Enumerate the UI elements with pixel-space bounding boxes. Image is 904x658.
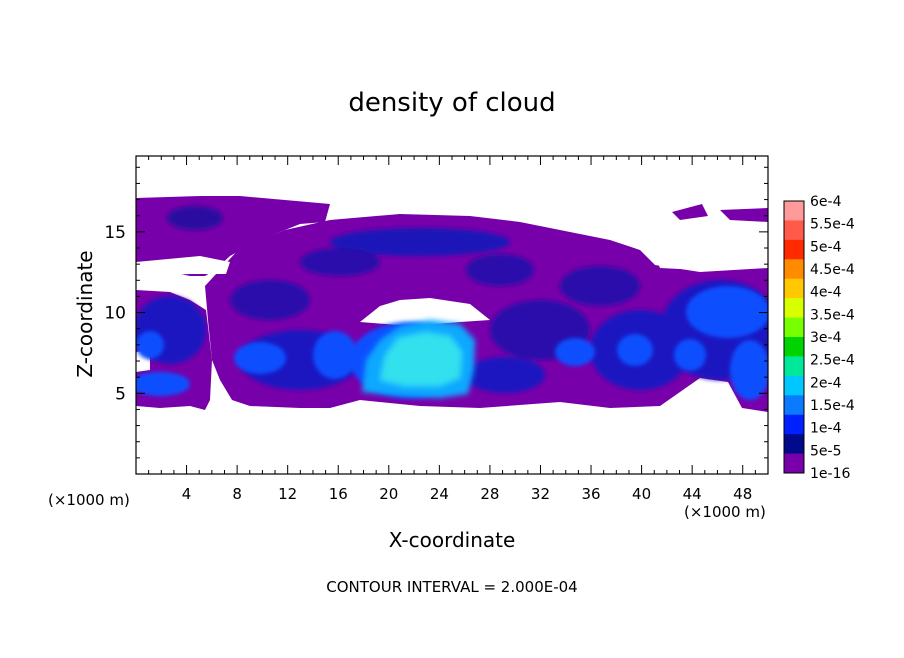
x-tick-label: 8: [232, 485, 242, 503]
x-unit-left: (×1000 m): [48, 491, 130, 509]
x-tick-label: 28: [480, 485, 499, 503]
clear-gap: [360, 298, 490, 326]
contour-5e-5: [466, 254, 534, 286]
colorbar-label: 3.5e-4: [810, 307, 855, 323]
chart-title: density of cloud: [348, 88, 555, 118]
colorbar-label: 3e-4: [810, 330, 842, 346]
density-field: [136, 196, 768, 412]
colorbar-swatch: [784, 239, 804, 260]
contour-1e-4: [234, 342, 286, 374]
contour-1e-4: [617, 334, 653, 366]
x-axis-label: X-coordinate: [389, 528, 516, 552]
colorbar-swatch: [784, 414, 804, 435]
colorbar-swatch: [784, 337, 804, 357]
contour-1e-4: [555, 338, 595, 366]
contour-1e-4: [686, 286, 768, 338]
x-axis-ticks: 4 8 12 16 20 24 28 32 36 40 44 48: [148, 156, 756, 503]
colorbar-label: 5e-5: [810, 443, 841, 459]
colorbar-swatch: [784, 201, 804, 221]
colorbar-swatch: [784, 259, 804, 280]
colorbar-label: 1e-4: [810, 421, 842, 437]
x-tick-label: 20: [379, 485, 398, 503]
clear-gap: [655, 244, 768, 270]
contour-5e-5: [330, 228, 510, 256]
y-axis-ticks: 5 10 15: [104, 166, 768, 459]
colorbar-swatch: [784, 278, 804, 299]
colorbar-label: 6e-4: [810, 194, 842, 210]
colorbar-swatch: [784, 453, 804, 474]
colorbar-swatch: [784, 434, 804, 455]
x-unit-right: (×1000 m): [684, 503, 766, 521]
colorbar-label: 2e-4: [810, 375, 842, 391]
contour-2e-4: [380, 332, 462, 386]
contour-5e-5: [560, 266, 640, 306]
clear-gap: [136, 256, 230, 276]
contour-interval-note: CONTOUR INTERVAL = 2.000E-04: [326, 578, 577, 596]
y-tick-label: 10: [104, 304, 126, 324]
y-tick-label: 15: [104, 223, 126, 243]
colorbar-swatch: [784, 220, 804, 241]
contour-envelope: [672, 204, 708, 220]
contour-5e-5: [300, 248, 380, 276]
colorbar-label: 5e-4: [810, 239, 842, 255]
x-tick-label: 16: [329, 485, 348, 503]
colorbar-swatch: [784, 298, 804, 319]
contour-envelope: [720, 208, 768, 222]
colorbar-label: 4e-4: [810, 285, 842, 301]
x-tick-label: 44: [683, 485, 702, 503]
colorbar-label: 1e-16: [810, 466, 850, 482]
y-axis-label: Z-coordinate: [73, 250, 97, 377]
colorbar-swatch: [784, 356, 804, 377]
y-tick-label: 5: [115, 384, 126, 404]
colorbar-swatch: [784, 395, 804, 416]
colorbar-swatch: [784, 317, 804, 338]
x-tick-label: 24: [430, 485, 449, 503]
colorbar-label: 5.5e-4: [810, 217, 855, 233]
contour-1e-4: [730, 340, 768, 400]
colorbar: 6e-4 5.5e-4 5e-4 4.5e-4 4e-4 3.5e-4 3e-4 2.5e-4…: [783, 194, 855, 482]
x-tick-label: 32: [531, 485, 550, 503]
colorbar-label: 1.5e-4: [810, 398, 855, 414]
contour-1e-4: [674, 339, 706, 371]
contour-5e-5: [230, 280, 310, 320]
colorbar-swatch: [784, 375, 804, 396]
contour-5e-5: [167, 206, 223, 230]
contour-1e-4: [136, 372, 190, 396]
x-tick-label: 40: [632, 485, 651, 503]
x-tick-label: 12: [278, 485, 297, 503]
contour-5e-5: [465, 357, 545, 393]
x-tick-label: 36: [581, 485, 600, 503]
contour-1e-4: [313, 331, 357, 379]
colorbar-frame: [783, 200, 805, 474]
x-tick-label: 4: [182, 485, 192, 503]
contour-1e-4: [136, 331, 164, 359]
colorbar-label: 2.5e-4: [810, 353, 855, 369]
colorbar-label: 4.5e-4: [810, 262, 855, 278]
x-tick-label: 48: [733, 485, 752, 503]
